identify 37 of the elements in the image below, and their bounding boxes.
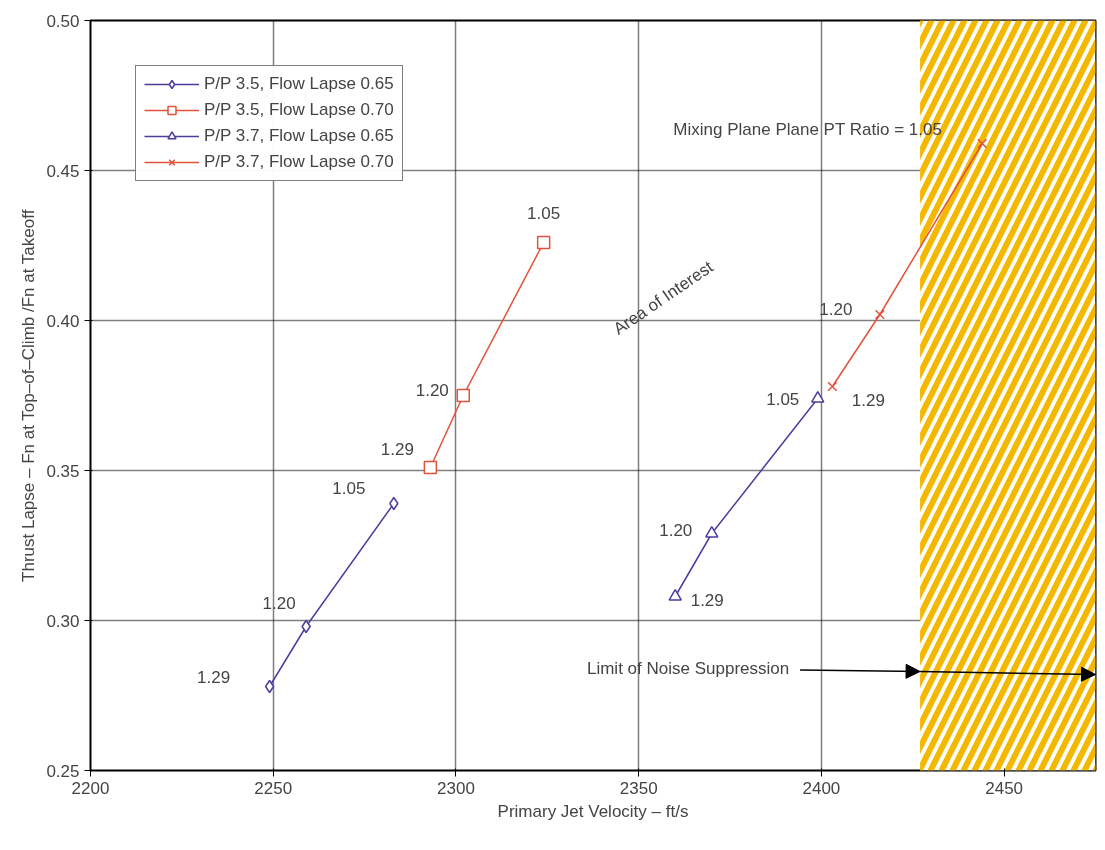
- point: [705, 525, 719, 538]
- x-tick-label: 2250: [254, 778, 293, 798]
- legend-label: P/P 3.5, Flow Lapse 0.65: [204, 74, 394, 94]
- annotation: 1.29: [851, 390, 885, 410]
- point: [977, 138, 988, 149]
- annotation: 1.05: [527, 203, 561, 223]
- x-axis-title: Primary Jet Velocity – ft/s: [497, 801, 689, 821]
- x-tick-label: 2450: [985, 778, 1024, 798]
- point: [423, 460, 438, 475]
- y-axis-title: Thrust Lapse – Fn at Top–of–Climb /Fn at Takeoff: [19, 209, 39, 582]
- legend-label: P/P 3.7, Flow Lapse 0.65: [204, 126, 394, 146]
- y-tick-label: 0.45: [46, 161, 80, 181]
- y-tick-label: 0.35: [46, 461, 80, 481]
- annotation: 1.29: [380, 439, 414, 459]
- y-tick-label: 0.40: [46, 311, 80, 331]
- annotation: 1.20: [659, 520, 693, 540]
- point: [536, 235, 551, 250]
- legend-label: P/P 3.5, Flow Lapse 0.70: [204, 100, 394, 120]
- point: [811, 390, 825, 403]
- point: [456, 388, 471, 403]
- annotation: 1.05: [332, 478, 366, 498]
- annotation: 1.20: [415, 380, 449, 400]
- point: [668, 588, 682, 601]
- legend-label: P/P 3.7, Flow Lapse 0.70: [204, 152, 394, 172]
- annotation: 1.29: [690, 590, 724, 610]
- y-tick-label: 0.50: [46, 11, 80, 31]
- y-tick-label: 0.30: [46, 611, 80, 631]
- point: [874, 309, 885, 320]
- y-tick-label: 0.25: [46, 761, 80, 781]
- x-tick-label: 2350: [619, 778, 658, 798]
- annotation: 1.29: [197, 667, 231, 687]
- point: [827, 381, 838, 392]
- x-tick-label: 2200: [71, 778, 110, 798]
- annotation: 1.05: [766, 389, 800, 409]
- point: [264, 679, 275, 694]
- x-tick-label: 2400: [802, 778, 841, 798]
- x-tick-label: 2300: [437, 778, 475, 798]
